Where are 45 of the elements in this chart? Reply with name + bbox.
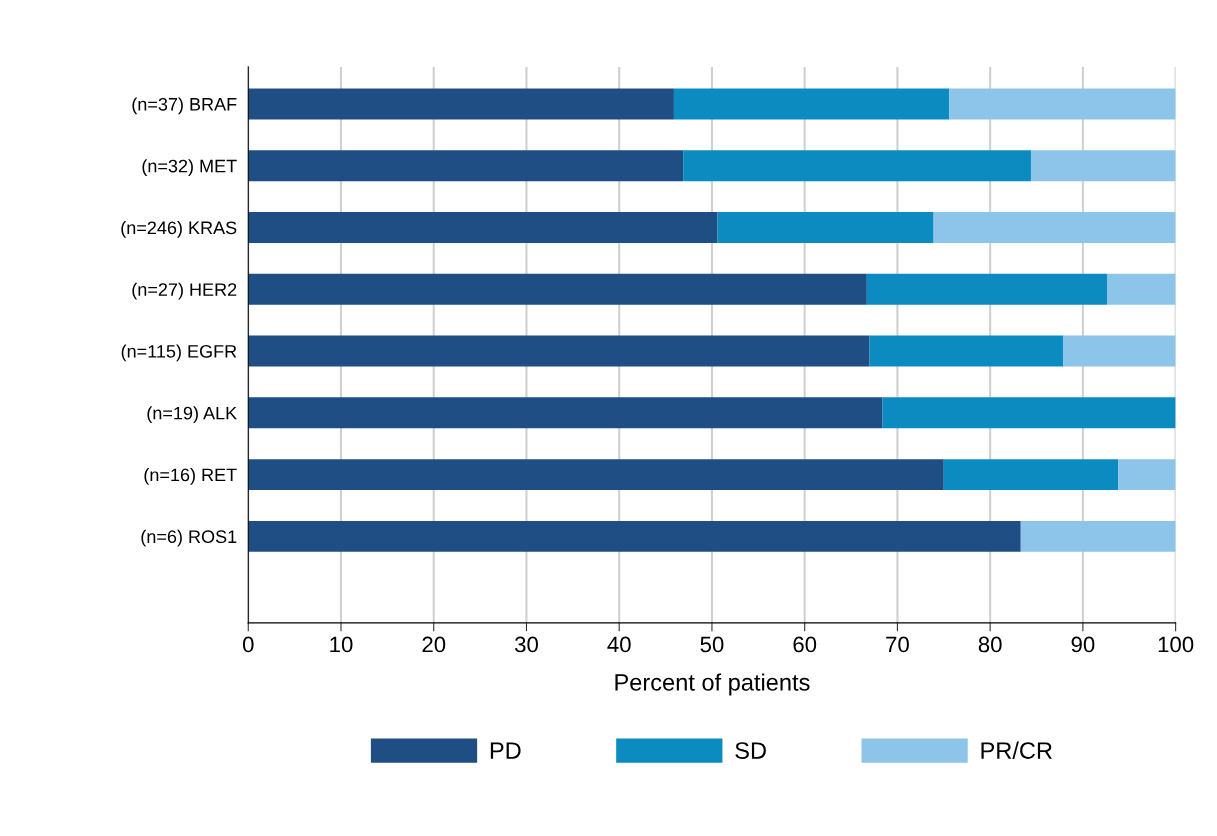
x-tick-label: 50 [700,636,724,653]
bar [1020,520,1176,552]
y-tick-label: (n=27) HER2 [132,282,237,300]
y-tick-label: (n=37) BRAF [132,97,237,115]
x-tick-label: 10 [330,636,353,653]
bar [248,88,674,120]
bar [673,88,950,120]
x-tick-label: 30 [514,636,538,653]
y-tick-label: (n=16) RET [144,468,237,485]
x-tick-label: 90 [1071,636,1095,653]
bar [1063,335,1176,367]
bar [1030,150,1176,182]
x-axis-title: Percent of patients [615,673,810,696]
bar [248,212,718,243]
y-tick-label: (n=19) ALK [147,406,237,424]
legend-label: PR/CR [981,741,1052,759]
y-tick-label: (n=6) ROS1 [141,529,237,547]
bar [1118,459,1176,491]
bar [248,150,684,182]
bar [717,212,934,243]
bar [248,273,867,305]
y-tick-label: (n=115) EGFR [121,344,237,362]
bar [866,273,1107,305]
x-tick-label: 0 [242,636,254,653]
bar [933,212,1176,243]
y-tick-label: (n=32) MET [142,159,237,176]
x-tick-label: 60 [793,636,817,653]
y-tick-label: (n=246) KRAS [121,220,237,238]
bar [1107,273,1176,305]
legend-label: SD [735,742,766,759]
x-tick-label: 70 [886,636,909,653]
bar [949,88,1176,120]
x-tick-label: 80 [978,636,1002,653]
x-tick-label: 20 [422,636,446,653]
x-tick-label: 100 [1158,636,1194,653]
bar [943,459,1119,491]
bar [248,459,944,491]
bar [869,335,1064,367]
x-tick-label: 40 [607,636,631,653]
bar [248,520,1021,552]
bar [248,335,870,367]
bar [882,397,1176,429]
bar [683,150,1031,182]
legend-label: PD [490,742,521,759]
bar [248,397,883,429]
